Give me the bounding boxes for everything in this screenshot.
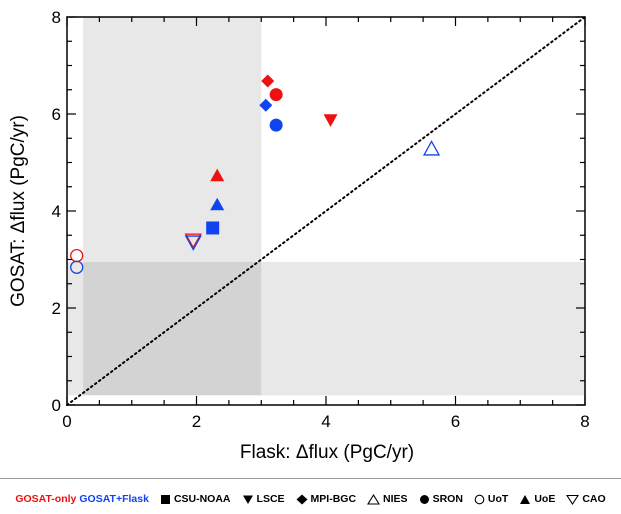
data-points	[70, 74, 441, 274]
legend-item-uoe: UoE	[519, 493, 555, 505]
point-cao-gosat-flask	[184, 235, 202, 251]
legend-gosat-only: GOSAT-only	[15, 493, 77, 505]
legend-item-label: LSCE	[256, 493, 285, 505]
point-uoe-gosat-only	[210, 168, 225, 182]
circle-filled-icon	[419, 494, 429, 504]
legend-item-csu-noaa: CSU-NOAA	[160, 493, 231, 505]
y-axis-label: GOSAT: Δflux (PgC/yr)	[8, 115, 29, 307]
y-tick-label: 6	[52, 105, 61, 124]
legend-item-label: UoE	[534, 493, 556, 505]
point-mpi-bgc-gosat-flask	[259, 98, 273, 112]
y-tick-label: 8	[52, 8, 61, 27]
point-nies-gosat-flask	[422, 140, 441, 156]
legend-gosat-flask: GOSAT+Flask	[79, 493, 149, 505]
legend-item-label: NIES	[383, 493, 408, 505]
legend-item-label: CSU-NOAA	[173, 493, 231, 505]
scatter-chart: 0 2 4 6 8 0 2 4 6 8 Flask: Δflux (PgC/yr) GOSAT: …	[8, 8, 590, 463]
point-uot-gosat-flask	[70, 260, 84, 274]
point-sron-gosat-only	[269, 88, 283, 102]
y-tick-label: 4	[52, 202, 61, 221]
x-tick-label: 2	[192, 412, 201, 431]
legend-item-label: SRON	[432, 493, 463, 505]
point-uot-gosat-only	[70, 248, 84, 263]
axis-ticks: 0 2 4 6 8 0 2 4 6 8	[52, 8, 590, 431]
legend-item-mpi-bgc: MPI-BGC	[296, 493, 357, 505]
x-tick-label: 0	[62, 412, 71, 431]
shaded-region-flask-range	[83, 17, 262, 396]
triangle-down-open-icon	[566, 494, 580, 505]
legend-item-label: UoT	[487, 493, 509, 505]
point-cao-gosat-only	[184, 233, 202, 249]
square-filled-icon	[160, 494, 170, 504]
x-axis-label: Flask: Δflux (PgC/yr)	[240, 442, 414, 463]
legend-item-lsce: LSCE	[242, 493, 285, 505]
one-to-one-line	[66, 16, 586, 406]
shaded-region-gosat-range	[67, 261, 585, 396]
legend-item-uot: UoT	[474, 493, 508, 505]
y-tick-label: 2	[52, 299, 61, 318]
triangle-up-open-icon	[367, 493, 381, 505]
point-lsce-gosat-only	[323, 114, 338, 127]
legend-item-nies: NIES	[367, 493, 408, 505]
diamond-filled-icon	[296, 494, 308, 504]
legend-item-cao: CAO	[566, 493, 606, 505]
legend: GOSAT-only GOSAT+Flask CSU-NOAA LSCE MPI…	[0, 488, 621, 510]
point-sron-gosat-flask	[269, 118, 283, 132]
point-uoe-gosat-flask	[210, 197, 225, 211]
x-tick-label: 6	[451, 412, 460, 431]
shaded-regions	[67, 17, 585, 396]
triangle-up-filled-icon	[520, 494, 531, 504]
legend-divider	[0, 478, 621, 479]
legend-item-label: CAO	[582, 493, 606, 505]
y-tick-label: 0	[52, 396, 61, 415]
circle-open-icon	[474, 494, 485, 504]
point-csu-noaa-gosat-flask	[206, 221, 220, 235]
legend-item-label: MPI-BGC	[310, 493, 357, 505]
triangle-down-filled-icon	[242, 495, 253, 504]
legend-item-sron: SRON	[419, 493, 463, 505]
point-mpi-bgc-gosat-only	[261, 74, 275, 88]
x-tick-label: 4	[321, 412, 330, 431]
x-tick-label: 8	[580, 412, 589, 431]
legend-group-labels: GOSAT-only GOSAT+Flask	[15, 493, 149, 505]
